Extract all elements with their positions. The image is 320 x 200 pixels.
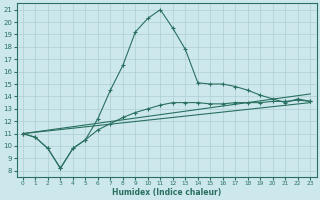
X-axis label: Humidex (Indice chaleur): Humidex (Indice chaleur) [112, 188, 221, 197]
